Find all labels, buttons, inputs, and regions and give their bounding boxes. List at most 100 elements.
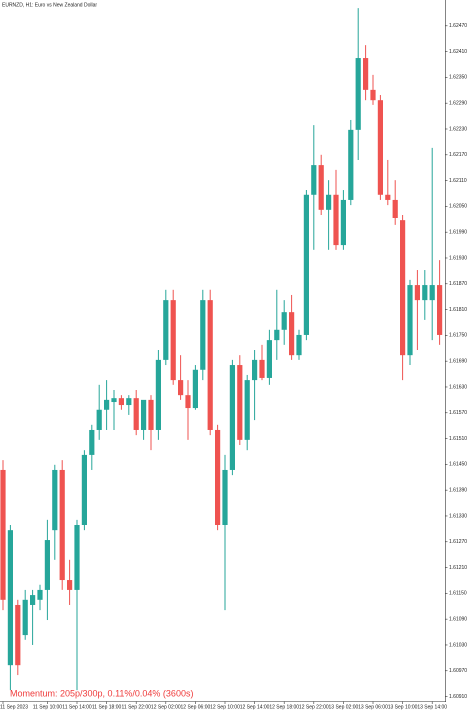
- candle-body: [170, 300, 176, 381]
- candle-body: [44, 540, 50, 590]
- y-tick-label: 1.61750: [449, 333, 467, 339]
- x-tick-label: 11 Sep 14:00: [62, 704, 92, 710]
- y-tick-label: 1.62410: [449, 49, 467, 55]
- candle-body: [178, 380, 184, 396]
- candle-body: [348, 129, 354, 200]
- candle-body: [30, 595, 36, 605]
- x-tick-label: 13 Sep 10:00: [388, 704, 418, 710]
- y-tick-label: 1.61390: [449, 488, 467, 494]
- y-tick-label: 1.62290: [449, 101, 467, 107]
- candle-body: [355, 58, 361, 130]
- candle-body: [370, 89, 376, 101]
- y-tick-label: 1.61870: [449, 281, 467, 287]
- candle-body: [22, 599, 28, 636]
- candle-body: [89, 429, 95, 455]
- candle-body: [414, 285, 420, 301]
- candle-body: [303, 194, 309, 335]
- candle-body: [429, 285, 435, 301]
- y-tick-label: 1.61570: [449, 410, 467, 416]
- momentum-annotation: Momentum: 205p/300p, 0.11%/0.04% (3600s): [10, 688, 193, 698]
- y-tick-label: 1.61450: [449, 462, 467, 468]
- y-tick-label: 1.61930: [449, 255, 467, 261]
- candle-body: [392, 199, 398, 218]
- candle-body: [15, 604, 21, 666]
- x-tick-label: 13 Sep 14:00: [417, 704, 447, 710]
- candle-body: [185, 395, 191, 409]
- candle-body: [237, 365, 243, 440]
- candle-body: [59, 469, 65, 581]
- y-tick-label: 1.62350: [449, 75, 467, 81]
- candle-body: [407, 285, 413, 356]
- x-tick-label: 13 Sep 02:00: [329, 704, 359, 710]
- candle-body: [200, 300, 206, 370]
- x-tick-label: 13 Sep 06:00: [358, 704, 388, 710]
- candle-body: [266, 340, 272, 378]
- candle-body: [74, 525, 80, 590]
- y-tick-label: 1.61510: [449, 436, 467, 442]
- x-tick-label: 12 Sep 22:00: [299, 704, 329, 710]
- candle-body: [252, 359, 258, 381]
- y-tick-label: 1.61210: [449, 565, 467, 571]
- y-tick-label: 1.62050: [449, 204, 467, 210]
- x-tick-label: 12 Sep 10:00: [210, 704, 240, 710]
- candle-body: [363, 58, 369, 90]
- chart-title: EURNZD, H1: Euro vs New Zealand Dollar: [2, 2, 97, 8]
- y-tick-label: 1.60970: [449, 668, 467, 674]
- x-tick-label: 11 Sep 18:00: [92, 704, 122, 710]
- candle-body: [296, 334, 302, 356]
- candle-body: [377, 100, 383, 195]
- y-tick-label: 1.61690: [449, 359, 467, 365]
- y-tick-label: 1.61030: [449, 642, 467, 648]
- candle-body: [118, 398, 124, 406]
- y-tick-label: 1.62230: [449, 126, 467, 132]
- x-tick-label: 12 Sep 02:00: [151, 704, 181, 710]
- x-tick-label: 11 Sep 10:00: [33, 704, 63, 710]
- candle-body: [215, 429, 221, 525]
- candle-body: [104, 399, 110, 410]
- candle-body: [385, 194, 391, 200]
- candle-body: [289, 312, 295, 356]
- candle-body: [311, 165, 317, 195]
- candle-body: [7, 530, 13, 666]
- candle-body: [133, 398, 139, 430]
- candle-body: [141, 399, 147, 430]
- x-tick-label: 11 Sep 22:00: [122, 704, 152, 710]
- y-tick-label: 1.62110: [449, 178, 467, 184]
- y-tick-label: 1.61630: [449, 384, 467, 390]
- candle-body: [333, 194, 339, 246]
- x-tick-label: 11 Sep 2023: [0, 704, 28, 710]
- candle-body: [326, 194, 332, 210]
- candle-body: [274, 329, 280, 341]
- y-tick-label: 1.60910: [449, 694, 467, 700]
- candle-body: [111, 398, 117, 403]
- y-tick-label: 1.62470: [449, 23, 467, 29]
- candle-body: [222, 469, 228, 525]
- candle-body: [126, 398, 132, 406]
- candle-body: [96, 409, 102, 430]
- y-tick-label: 1.61990: [449, 230, 467, 236]
- x-tick-label: 12 Sep 14:00: [240, 704, 270, 710]
- candle-body: [437, 285, 443, 335]
- candle-body: [0, 469, 6, 600]
- x-tick-label: 12 Sep 18:00: [269, 704, 299, 710]
- candle-body: [148, 399, 154, 430]
- y-tick-label: 1.61150: [449, 591, 467, 597]
- candle-body: [81, 454, 87, 525]
- candle-body: [318, 165, 324, 210]
- y-tick-label: 1.61090: [449, 616, 467, 622]
- candle-body: [422, 285, 428, 301]
- candle-body: [207, 300, 213, 430]
- candle-body: [52, 469, 58, 531]
- y-tick-label: 1.61330: [449, 513, 467, 519]
- candle-body: [400, 220, 406, 356]
- x-tick-label: 12 Sep 06:00: [181, 704, 211, 710]
- candle-body: [229, 365, 235, 470]
- candle-body: [37, 589, 43, 600]
- candle-body: [244, 380, 250, 440]
- y-tick-label: 1.61810: [449, 307, 467, 313]
- candle-body: [281, 312, 287, 330]
- candle-body: [259, 359, 265, 378]
- y-tick-label: 1.62170: [449, 152, 467, 158]
